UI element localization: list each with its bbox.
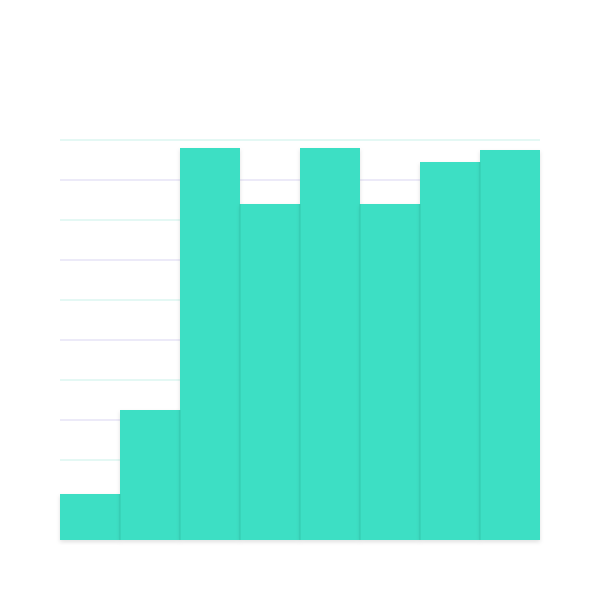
bars (60, 148, 540, 540)
bar-2 (120, 410, 180, 540)
bar-8 (480, 150, 540, 540)
bar-5 (300, 148, 360, 540)
bar-6 (360, 204, 420, 540)
bar-1 (60, 494, 120, 540)
bar-3 (180, 148, 240, 540)
bar-4 (240, 204, 300, 540)
bar-7 (420, 162, 480, 540)
